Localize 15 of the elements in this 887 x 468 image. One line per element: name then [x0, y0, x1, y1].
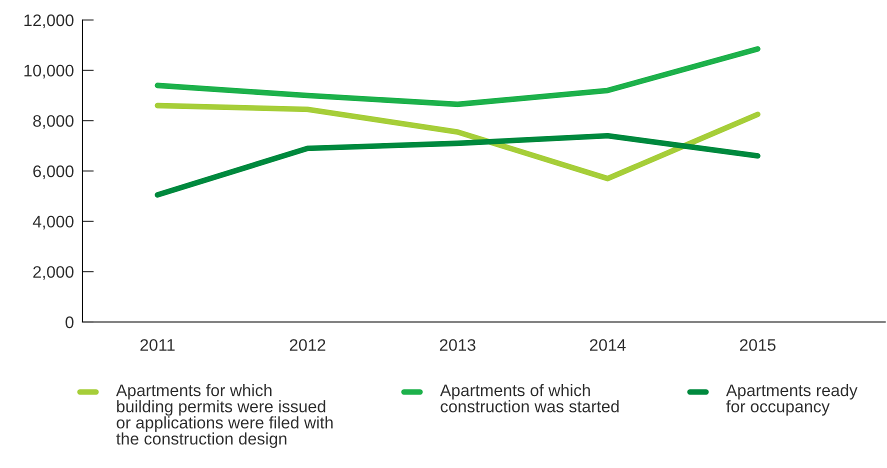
x-tick-label: 2013: [440, 339, 476, 351]
y-tick-label: 8,000: [33, 115, 74, 129]
legend-label: Apartments ready for occupancy: [726, 384, 858, 416]
x-tick-label: 2014: [590, 339, 626, 351]
x-tick-label: 2012: [290, 339, 326, 351]
y-tick-label: 6,000: [33, 165, 74, 180]
y-tick-label: 10,000: [24, 64, 74, 79]
legend-label: Apartments of which construction was started: [440, 384, 619, 412]
y-tick-label: 12,000: [24, 14, 74, 28]
y-tick-label: 2,000: [33, 266, 74, 280]
y-tick-label: 0: [66, 316, 74, 328]
x-tick-label: 2011: [140, 339, 175, 351]
x-tick-label: 2015: [740, 339, 776, 351]
y-tick-label: 4,000: [32, 216, 74, 230]
legend-label: Apartments for which building permits were issued or applications were filed with the construction design: [116, 384, 333, 448]
